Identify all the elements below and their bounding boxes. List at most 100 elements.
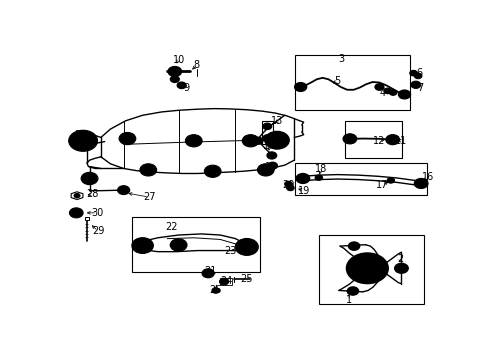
Circle shape bbox=[389, 138, 395, 142]
Text: 15: 15 bbox=[264, 162, 277, 172]
Circle shape bbox=[411, 72, 414, 74]
Circle shape bbox=[346, 253, 387, 284]
Circle shape bbox=[346, 136, 352, 141]
Circle shape bbox=[214, 289, 217, 292]
Bar bbox=[84, 217, 89, 220]
Text: 3: 3 bbox=[338, 54, 344, 64]
Text: 6: 6 bbox=[415, 68, 422, 78]
Circle shape bbox=[85, 176, 93, 181]
Circle shape bbox=[175, 242, 182, 248]
Circle shape bbox=[314, 175, 322, 180]
Circle shape bbox=[317, 176, 320, 179]
Bar bbox=[295, 55, 409, 110]
Polygon shape bbox=[71, 192, 83, 199]
Circle shape bbox=[219, 278, 228, 285]
Circle shape bbox=[81, 172, 98, 185]
Circle shape bbox=[356, 261, 377, 276]
Circle shape bbox=[398, 266, 404, 270]
Circle shape bbox=[242, 135, 259, 147]
Circle shape bbox=[262, 167, 269, 173]
Circle shape bbox=[413, 73, 421, 79]
Circle shape bbox=[413, 179, 427, 188]
Circle shape bbox=[349, 289, 355, 293]
Circle shape bbox=[177, 82, 186, 89]
Circle shape bbox=[202, 269, 214, 278]
Circle shape bbox=[246, 138, 254, 144]
Text: 9: 9 bbox=[183, 82, 189, 93]
Circle shape bbox=[77, 136, 89, 145]
Text: 23: 23 bbox=[224, 246, 237, 256]
Text: 17: 17 bbox=[376, 180, 388, 190]
Circle shape bbox=[386, 177, 394, 183]
Circle shape bbox=[204, 165, 221, 177]
Circle shape bbox=[255, 139, 260, 143]
Text: 24: 24 bbox=[219, 276, 232, 286]
Circle shape bbox=[386, 90, 388, 92]
Circle shape bbox=[205, 271, 210, 275]
Circle shape bbox=[347, 242, 359, 250]
Text: 1: 1 bbox=[346, 296, 351, 305]
Circle shape bbox=[410, 81, 420, 89]
Circle shape bbox=[417, 181, 423, 186]
Circle shape bbox=[374, 84, 383, 90]
Circle shape bbox=[388, 179, 391, 181]
Text: 30: 30 bbox=[91, 208, 103, 218]
Circle shape bbox=[266, 152, 276, 159]
Circle shape bbox=[211, 288, 219, 293]
Circle shape bbox=[265, 136, 268, 139]
Text: 16: 16 bbox=[421, 172, 433, 182]
Bar bbox=[132, 217, 260, 272]
Text: 28: 28 bbox=[86, 189, 98, 199]
Circle shape bbox=[262, 123, 271, 130]
Circle shape bbox=[388, 90, 396, 95]
Bar bbox=[220, 278, 231, 285]
Circle shape bbox=[69, 208, 83, 218]
Circle shape bbox=[398, 90, 410, 99]
Circle shape bbox=[299, 176, 305, 181]
Circle shape bbox=[257, 164, 274, 176]
Circle shape bbox=[413, 84, 417, 86]
Circle shape bbox=[185, 135, 202, 147]
Circle shape bbox=[180, 84, 183, 87]
Circle shape bbox=[132, 238, 153, 253]
Text: 10: 10 bbox=[172, 55, 184, 65]
Circle shape bbox=[170, 239, 186, 251]
Circle shape bbox=[121, 188, 126, 192]
Circle shape bbox=[144, 167, 152, 173]
Circle shape bbox=[140, 164, 156, 176]
Circle shape bbox=[208, 168, 216, 174]
Text: 2: 2 bbox=[396, 255, 403, 264]
Text: 29: 29 bbox=[92, 226, 104, 236]
Circle shape bbox=[286, 185, 294, 191]
Circle shape bbox=[173, 78, 176, 81]
Circle shape bbox=[286, 183, 289, 185]
Circle shape bbox=[269, 154, 274, 157]
Text: 18: 18 bbox=[314, 164, 326, 174]
Text: 7: 7 bbox=[416, 82, 423, 93]
Circle shape bbox=[377, 86, 381, 89]
Circle shape bbox=[394, 263, 407, 273]
Circle shape bbox=[391, 91, 394, 94]
Circle shape bbox=[123, 136, 131, 141]
Circle shape bbox=[346, 287, 358, 295]
Circle shape bbox=[416, 75, 419, 77]
Text: 14: 14 bbox=[263, 141, 275, 151]
Text: 20: 20 bbox=[282, 180, 294, 190]
Circle shape bbox=[296, 174, 309, 184]
Bar bbox=[318, 235, 423, 304]
Circle shape bbox=[383, 88, 391, 94]
Circle shape bbox=[235, 239, 258, 255]
Text: 5: 5 bbox=[334, 76, 340, 86]
Circle shape bbox=[385, 135, 399, 145]
Text: 25: 25 bbox=[239, 274, 252, 284]
Text: 26: 26 bbox=[209, 285, 222, 296]
Text: 27: 27 bbox=[142, 192, 155, 202]
Circle shape bbox=[401, 93, 407, 96]
Circle shape bbox=[297, 85, 303, 89]
Circle shape bbox=[138, 242, 147, 249]
Circle shape bbox=[267, 162, 277, 169]
Circle shape bbox=[409, 70, 417, 76]
Circle shape bbox=[262, 135, 271, 141]
Circle shape bbox=[117, 186, 129, 194]
Text: 19: 19 bbox=[297, 186, 309, 196]
